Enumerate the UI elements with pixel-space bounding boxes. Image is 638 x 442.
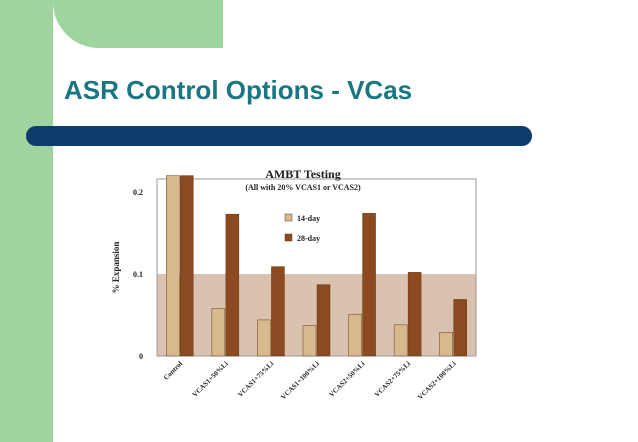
x-tick-label: VCAS2+100%Li: [416, 360, 458, 402]
bar-14-day: [211, 308, 226, 357]
bar-28-day: [453, 299, 467, 357]
bar-28-day: [362, 213, 376, 357]
y-tick-label: 0.2: [133, 188, 143, 197]
bar-14-day: [302, 325, 317, 357]
x-tick-label: Control: [162, 360, 184, 382]
corner-decoration: [53, 0, 223, 48]
chart-title: AMBT Testing: [265, 167, 340, 181]
plot-frame: [156, 178, 477, 357]
bar-28-day: [316, 284, 331, 357]
bar-28-day: [225, 213, 240, 357]
legend-swatch: [284, 213, 293, 222]
slide-background: [53, 0, 638, 442]
x-tick-label: VCAS2+50%Li: [327, 360, 366, 399]
bar-14-day: [393, 324, 408, 357]
y-axis-label: % Expansion: [111, 242, 121, 294]
chart-container: AMBT Testing (All with 20% VCAS1 or VCAS2…: [104, 160, 494, 435]
bar-chart: AMBT Testing (All with 20% VCAS1 or VCAS2…: [111, 167, 477, 402]
bar-14-day: [439, 331, 453, 357]
x-tick-label: VCAS1+50%Li: [191, 360, 230, 399]
bar-14-day: [257, 319, 271, 357]
legend-swatch: [284, 233, 293, 242]
slide-title: ASR Control Options - VCas: [64, 75, 413, 105]
x-tick-label: VCAS1+75%Li: [236, 360, 275, 399]
bar-14-day: [166, 175, 180, 357]
threshold-band: [157, 274, 476, 356]
bar-28-day: [407, 272, 422, 357]
x-tick-label: VCAS2+75%Li: [373, 360, 412, 399]
chart-subtitle: (All with 20% VCAS1 or VCAS2): [245, 183, 361, 192]
bar-28-day: [271, 266, 285, 357]
x-tick-label: VCAS1+100%Li: [279, 360, 321, 402]
legend-label: 28-day: [297, 234, 320, 243]
title-underline-bar: [26, 126, 532, 146]
y-tick-label: 0.1: [133, 270, 143, 279]
bar-14-day: [348, 313, 362, 357]
legend-label: 14-day: [297, 214, 320, 223]
bar-28-day: [180, 175, 194, 357]
y-tick-label: 0: [139, 352, 143, 361]
